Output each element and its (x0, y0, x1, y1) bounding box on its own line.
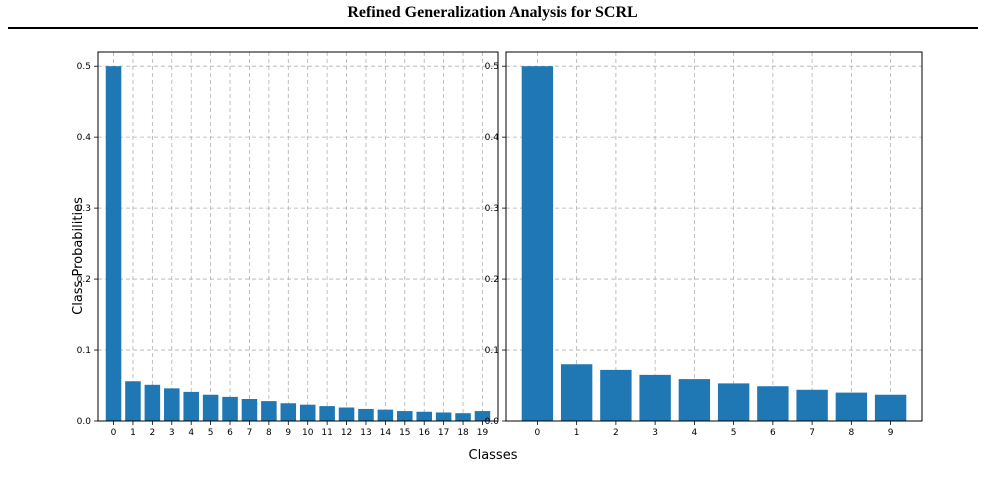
x-tick-label: 6 (770, 428, 776, 438)
bar-11 (319, 406, 335, 421)
bar-2 (600, 369, 632, 421)
y-tick-label: 0.2 (485, 275, 499, 285)
bar-6 (222, 396, 238, 421)
x-tick-label: 11 (321, 428, 332, 438)
bar-7 (241, 399, 258, 421)
x-tick-label: 8 (266, 428, 272, 438)
chart-left: 0 1 2 3 4 5 6 7 8 9 10 11 12 13 14 15 16 17 18 190.00.10.20… (77, 51, 499, 438)
x-tick-label: 17 (438, 428, 449, 438)
y-tick-label: 0.1 (77, 346, 91, 356)
x-tick-label: 5 (731, 428, 737, 438)
x-tick-label: 0 (111, 428, 117, 438)
x-tick-label: 2 (613, 428, 619, 438)
bar-18 (455, 413, 471, 421)
x-tick-label: 7 (247, 428, 253, 438)
x-tick-label: 16 (418, 428, 430, 438)
x-tick-label: 3 (169, 428, 175, 438)
y-tick-label: 0.2 (77, 275, 91, 285)
y-tick-label: 0.4 (485, 133, 500, 143)
x-tick-label: 3 (652, 428, 658, 438)
y-axis-label: Class Probabilities (71, 197, 86, 315)
bar-16 (416, 411, 432, 421)
bar-1 (560, 364, 593, 421)
bar-5 (717, 383, 750, 421)
x-tick-label: 14 (380, 428, 392, 438)
bar-8 (835, 392, 868, 421)
y-tick-label: 0.5 (485, 62, 499, 72)
x-tick-label: 18 (457, 428, 469, 438)
x-tick-label: 6 (227, 428, 233, 438)
bar-14 (377, 409, 394, 421)
x-tick-label: 12 (341, 428, 352, 438)
bar-5 (202, 394, 219, 421)
y-tick-label: 0.0 (77, 417, 92, 427)
x-tick-label: 1 (130, 428, 136, 438)
plot-frame (505, 51, 923, 422)
x-tick-label: 8 (848, 428, 854, 438)
x-tick-label: 9 (285, 428, 291, 438)
figure: 0 1 2 3 4 5 6 7 8 9 10 11 12 13 14 15 16 17 18 190.00.10.20… (71, 51, 923, 463)
x-tick-label: 1 (574, 428, 580, 438)
y-tick-label: 0.4 (77, 133, 92, 143)
x-tick-label: 4 (692, 428, 698, 438)
x-tick-label: 4 (188, 428, 194, 438)
figure-caption (0, 466, 985, 482)
x-tick-label: 13 (360, 428, 371, 438)
bar-12 (338, 407, 355, 421)
y-tick-label: 0.0 (485, 417, 500, 427)
bar-8 (261, 401, 277, 421)
bar-3 (164, 388, 180, 421)
x-tick-label: 19 (477, 428, 489, 438)
x-tick-label: 15 (399, 428, 410, 438)
y-tick-label: 0.5 (77, 62, 91, 72)
x-axis-label: Classes (469, 448, 518, 463)
bar-13 (358, 408, 374, 421)
bar-4 (678, 379, 711, 421)
bar-0 (521, 66, 554, 421)
y-tick-label: 0.1 (485, 346, 499, 356)
bar-0 (105, 66, 122, 421)
x-tick-label: 2 (150, 428, 156, 438)
chart-right: 0 1 2 3 4 5 6 7 8 9 0.0 0.1 0.2 0.3 0.4 0.5 (485, 51, 923, 438)
x-tick-label: 10 (302, 428, 314, 438)
header-divider (8, 27, 978, 29)
x-tick-label: 5 (208, 428, 214, 438)
bar-9 (280, 403, 297, 421)
bar-15 (397, 411, 413, 421)
bar-17 (435, 412, 452, 421)
y-tick-label: 0.3 (485, 204, 499, 214)
bar-6 (757, 386, 789, 421)
y-tick-label: 0.3 (77, 204, 91, 214)
bar-9 (874, 394, 907, 421)
bar-10 (299, 404, 316, 421)
x-tick-label: 7 (809, 428, 815, 438)
bar-2 (144, 384, 161, 421)
plot-frame (97, 51, 499, 422)
bar-7 (796, 389, 828, 421)
x-tick-label: 9 (888, 428, 894, 438)
bar-3 (639, 374, 671, 421)
bar-19 (474, 411, 491, 421)
bar-4 (183, 391, 199, 421)
x-tick-label: 0 (535, 428, 541, 438)
page-header-title: Refined Generalization Analysis for SCRL (347, 4, 638, 21)
bar-1 (125, 381, 141, 421)
